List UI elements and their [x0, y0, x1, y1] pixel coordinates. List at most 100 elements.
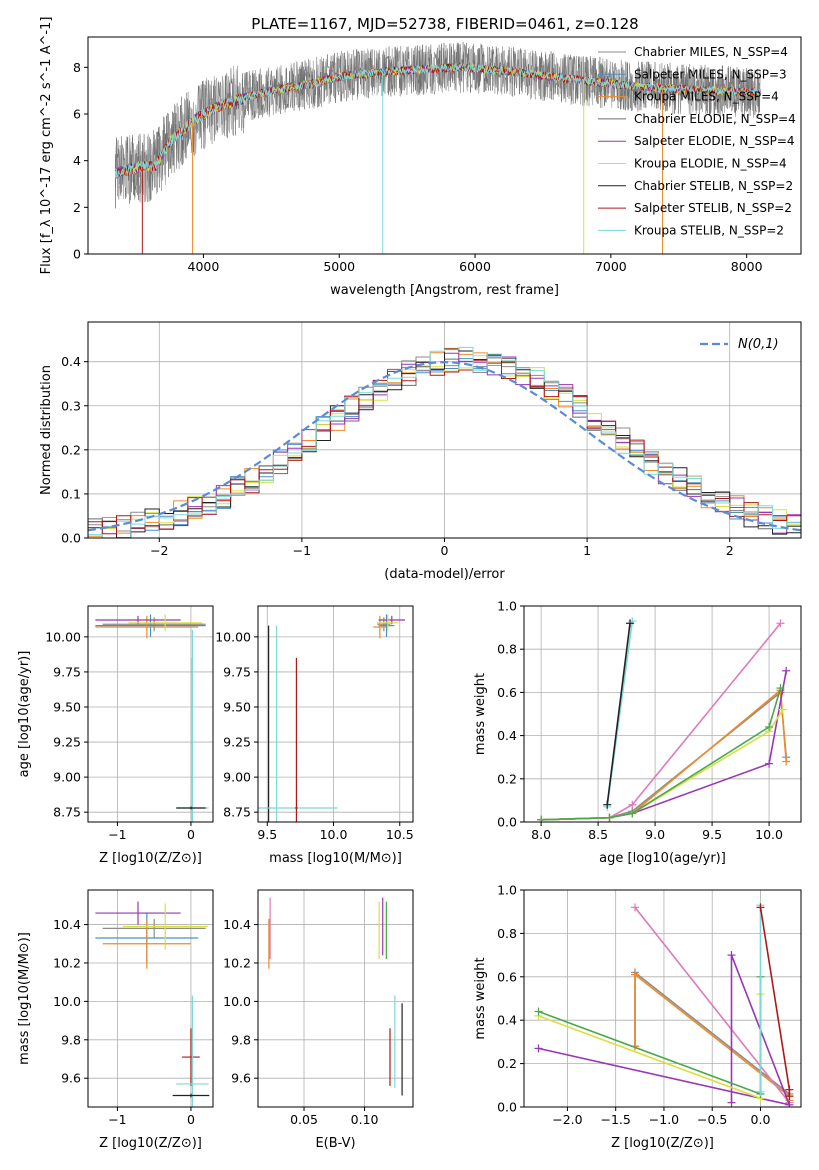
gaussian-reference-curve — [88, 360, 801, 532]
y-tick-label: 2 — [73, 200, 81, 215]
y-axis-label: Normed distribution — [39, 365, 54, 495]
x-tick-label: 0 — [187, 1112, 195, 1127]
y-tick-label: 0.4 — [497, 728, 517, 743]
y-tick-label: 9.50 — [223, 699, 251, 714]
legend-label: Chabrier STELIB, N_SSP=2 — [634, 179, 793, 193]
y-tick-label: 10.00 — [45, 629, 81, 644]
x-tick-label: −1 — [108, 827, 126, 842]
x-tick-label: 1 — [583, 543, 591, 558]
weight_vs_Z-lines — [534, 901, 794, 1107]
x-tick-label: 2 — [726, 543, 734, 558]
y-tick-label: 4 — [73, 153, 81, 168]
y-tick-label: 0.6 — [497, 969, 517, 984]
x-tick-label: 0 — [441, 543, 449, 558]
axes-frame — [523, 889, 802, 1108]
spectrum-lines — [114, 41, 761, 254]
y-tick-label: 9.75 — [53, 664, 81, 679]
x-tick-label: 4000 — [188, 259, 220, 274]
y-tick-label: 0.3 — [61, 398, 81, 413]
weight_vs_age-lines — [537, 617, 791, 822]
axes-frame — [87, 36, 802, 255]
y-tick-label: 8 — [73, 60, 81, 75]
x-tick-label: 9.5 — [257, 827, 277, 842]
x-tick-label: 6000 — [459, 259, 491, 274]
x-tick-label: 10.5 — [386, 827, 414, 842]
legend-label: Salpeter ELODIE, N_SSP=4 — [634, 134, 795, 148]
residual-histogram-kroupa-elodie — [88, 355, 801, 538]
legend-label: Salpeter STELIB, N_SSP=2 — [634, 201, 792, 215]
x-tick-label: 10.0 — [755, 827, 783, 842]
x-tick-label: −1.0 — [649, 1112, 679, 1127]
figure-title: PLATE=1167, MJD=52738, FIBERID=0461, z=0… — [251, 15, 638, 33]
mass_vs_ebv-points — [268, 897, 403, 1096]
residual-histogram-chabrier-stelib — [88, 348, 801, 538]
axes-frame — [87, 605, 214, 823]
x-tick-label: −1 — [108, 1112, 126, 1127]
x-axis-label: Z [log10(Z/Z⊙)] — [99, 1136, 202, 1151]
x-tick-label: 0 — [187, 827, 195, 842]
y-tick-label: 10.4 — [53, 917, 81, 932]
spectrum-legend: Chabrier MILES, N_SSP=4 Salpeter MILES, N… — [598, 45, 796, 237]
x-tick-label: 8000 — [731, 259, 763, 274]
x-tick-label: 9.5 — [702, 827, 722, 842]
y-tick-label: 10.0 — [53, 994, 81, 1009]
y-tick-label: 9.50 — [53, 699, 81, 714]
age_vs_Z-frame: −1 0 8.75 9.00 9.25 9.50 9.75 10.00 Z [log10(Z/Z… — [17, 605, 214, 866]
x-tick-label: 8.0 — [531, 827, 551, 842]
spectrum-series-kroupa-stelib — [114, 63, 761, 178]
y-tick-label: 9.25 — [53, 735, 81, 750]
y-tick-label: 10.00 — [215, 629, 251, 644]
y-tick-label: 9.8 — [231, 1032, 251, 1047]
x-tick-label: 0.05 — [290, 1112, 318, 1127]
y-tick-label: 0.6 — [497, 685, 517, 700]
weight_vs_Z-frame: −2.0 −1.5 −1.0 −0.5 0.0 0.0 0.2 0.4 0.6 0.8 1.0 Z [… — [473, 883, 802, 1151]
weight-line — [634, 906, 791, 1104]
x-axis-label: Z [log10(Z/Z⊙)] — [99, 851, 202, 866]
x-tick-label: 0.10 — [351, 1112, 379, 1127]
legend-label: Kroupa STELIB, N_SSP=2 — [634, 223, 784, 237]
y-tick-label: 0 — [73, 247, 81, 262]
y-tick-label: 8.75 — [53, 805, 81, 820]
y-tick-label: 10.2 — [223, 955, 251, 970]
axes-frame — [87, 889, 214, 1108]
x-tick-label: −1.5 — [601, 1112, 631, 1127]
x-axis-label: age [log10(age/yr)] — [599, 851, 726, 866]
x-tick-label: −0.5 — [697, 1112, 727, 1127]
residual-histograms — [88, 346, 801, 538]
x-tick-label: −1 — [293, 543, 311, 558]
spectrum-series-salpeter-stelib — [114, 63, 761, 177]
axes-frame — [257, 605, 414, 823]
y-tick-label: 0.0 — [497, 815, 517, 830]
y-axis-label: age [log10(age/yr)] — [17, 651, 32, 778]
x-axis-label: wavelength [Angstrom, rest frame] — [330, 283, 559, 298]
mass_vs_ebv-frame: 0.05 0.10 9.6 9.8 10.0 10.2 10.4 E(B-V) — [223, 889, 414, 1151]
mass_vs_Z-frame: −1 0 9.6 9.8 10.0 10.2 10.4 Z [log10(Z/Z⊙)] mass… — [17, 889, 214, 1151]
y-axis-label: Flux [f_λ 10^-17 erg cm^-2 s^-1 A^-1] — [39, 17, 54, 275]
legend-label: Salpeter MILES, N_SSP=3 — [634, 67, 787, 81]
y-tick-label: 6 — [73, 107, 81, 122]
age_vs_mass-frame: 9.5 10.0 10.5 8.75 9.00 9.25 9.50 9.75 10.00 mass… — [215, 605, 414, 866]
x-axis-label: E(B-V) — [315, 1136, 355, 1151]
x-tick-label: 8.5 — [588, 827, 608, 842]
y-tick-label: 9.6 — [231, 1071, 251, 1086]
legend-label: Kroupa MILES, N_SSP=4 — [634, 90, 779, 104]
y-tick-label: 9.00 — [223, 770, 251, 785]
y-tick-label: 0.0 — [497, 1100, 517, 1115]
y-tick-label: 0.8 — [497, 926, 517, 941]
y-tick-label: 9.25 — [223, 735, 251, 750]
y-tick-label: 0.2 — [497, 1056, 517, 1071]
axes-frame — [523, 605, 802, 823]
y-tick-label: 1.0 — [497, 883, 517, 898]
age_vs_mass-axes — [258, 606, 413, 822]
residual-legend: N(0,1) — [700, 337, 779, 352]
x-tick-label: 7000 — [595, 259, 627, 274]
weight-line — [606, 623, 631, 805]
x-axis-label: Z [log10(Z/Z⊙)] — [611, 1136, 714, 1151]
x-axis-label: mass [log10(M/M⊙)] — [269, 851, 402, 866]
spectrum-frame: 4000 5000 6000 7000 8000 0 2 4 6 8 wavelength [Ang… — [39, 17, 802, 298]
axes-frame — [257, 889, 414, 1108]
y-tick-label: 0.2 — [61, 442, 81, 457]
x-tick-label: −2.0 — [552, 1112, 582, 1127]
